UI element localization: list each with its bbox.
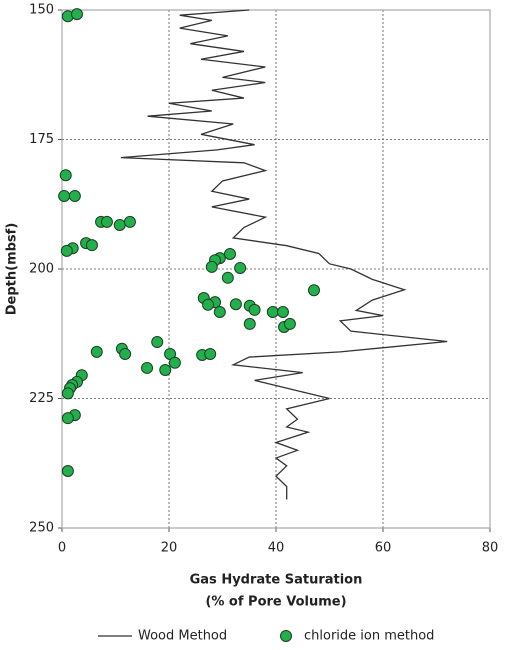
y-tick-label: 250 (29, 521, 54, 536)
scatter-point (205, 260, 218, 273)
scatter-point (213, 305, 226, 318)
x-tick-label: 20 (161, 541, 178, 556)
scatter-point (221, 271, 234, 284)
plot-frame (61, 9, 491, 529)
scatter-point (70, 8, 83, 21)
scatter-point (141, 361, 154, 374)
x-axis-label: Gas Hydrate Saturation (190, 573, 363, 588)
y-tick-label: 200 (29, 262, 54, 277)
scatter-point (113, 218, 126, 231)
line-series (120, 9, 448, 500)
legend-swatch (280, 630, 292, 642)
scatter-point (223, 247, 236, 260)
scatter-point (151, 336, 164, 349)
y-axis-label: Depth(mbsf) (5, 223, 20, 316)
scatter-point (61, 412, 74, 425)
x-tick-label: 0 (58, 541, 66, 556)
x-tick-label: 80 (482, 541, 499, 556)
scatter-point (283, 317, 296, 330)
scatter-point (266, 305, 279, 318)
scatter-point (119, 347, 132, 360)
x-axis-label: (% of Pore Volume) (205, 595, 346, 610)
scatter-point (100, 215, 113, 228)
scatter-point (229, 298, 242, 311)
scatter-point (168, 356, 181, 369)
legend-label: Wood Method (138, 629, 227, 644)
scatter-point (248, 303, 261, 316)
scatter-point (68, 189, 81, 202)
x-tick-label: 60 (375, 541, 392, 556)
scatter-point (61, 387, 74, 400)
scatter-point (58, 189, 71, 202)
x-tick-label: 40 (268, 541, 285, 556)
scatter-point (204, 347, 217, 360)
scatter-point (202, 298, 215, 311)
scatter-point (307, 284, 320, 297)
scatter-point (59, 169, 72, 182)
scatter-point (123, 215, 136, 228)
scatter-point (159, 364, 172, 377)
y-tick-label: 175 (29, 132, 54, 147)
scatter-point (60, 244, 73, 257)
scatter-point (90, 345, 103, 358)
y-tick-label: 225 (29, 391, 54, 406)
scatter-point (234, 261, 247, 274)
scatter-point (276, 305, 289, 318)
scatter-point (61, 465, 74, 478)
legend-label: chloride ion method (304, 629, 434, 644)
scatter-point (243, 317, 256, 330)
y-tick-label: 150 (29, 3, 54, 18)
scatter-point (85, 239, 98, 252)
